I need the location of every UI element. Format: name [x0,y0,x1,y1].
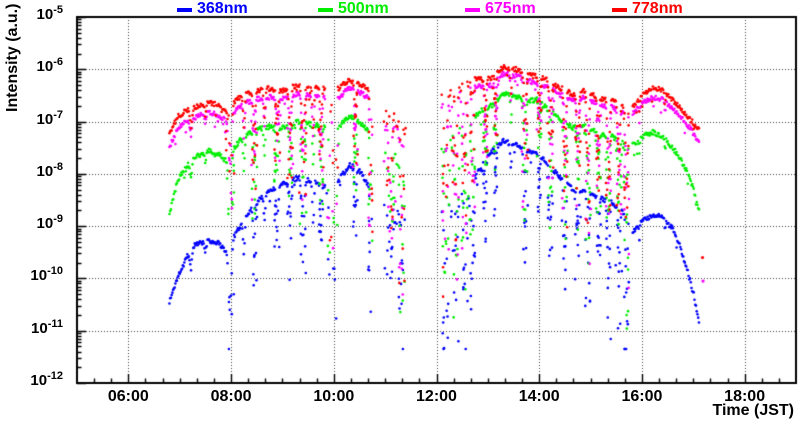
x-tick-label: 14:00 [518,388,560,405]
legend-label: 675nm [485,0,536,17]
x-tick-label: 10:00 [313,388,355,405]
y-tick-label: 10-10 [30,265,63,285]
x-tick-label: 18:00 [724,388,766,405]
x-tick-label: 06:00 [107,388,149,405]
x-tick-label: 08:00 [210,388,252,405]
legend-line-icon [177,8,192,12]
x-axis-title: Time (JST) [712,402,795,419]
y-tick-label: 10-5 [36,4,63,23]
legend-label: 368nm [197,0,248,17]
y-tick-label: 10-6 [36,56,63,76]
legend-line-icon [465,8,480,12]
y-tick-label: 10-8 [36,160,63,180]
legend-line-icon [612,8,627,12]
legend-line-icon [318,8,333,12]
legend-label: 500nm [338,0,389,17]
y-tick-label: 10-12 [30,370,63,389]
legend-label: 778nm [632,0,683,17]
x-tick-label: 12:00 [416,388,457,405]
y-tick-label: 10-11 [31,317,63,337]
y-tick-label: 10-9 [36,213,63,233]
y-tick-label: 10-7 [36,108,63,128]
x-tick-label: 16:00 [621,388,663,405]
